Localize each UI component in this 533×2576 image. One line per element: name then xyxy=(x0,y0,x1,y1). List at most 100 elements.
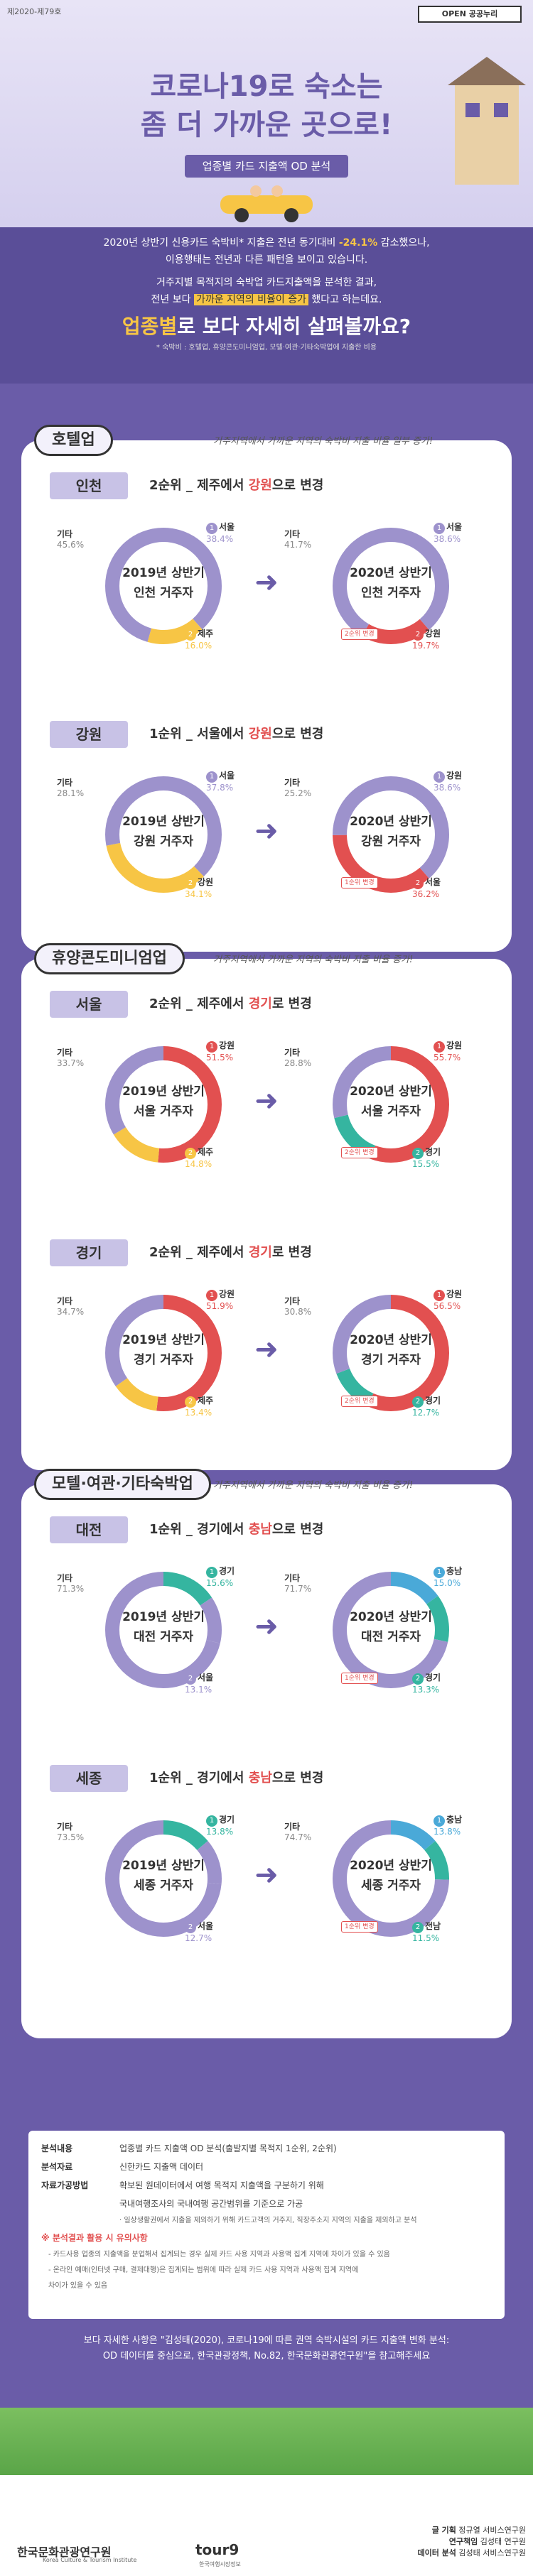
donut-chart: 2020년 상반기 서울 거주자 1 강원 55.7% 2 경기 15.5% 기타 28.8% 2순… xyxy=(284,1040,462,1169)
donut-center-label: 2019년 상반기 경기 거주자 xyxy=(122,1333,205,1367)
donut-center-label: 2020년 상반기 강원 거주자 xyxy=(350,815,432,849)
donut-value-label: 2 제주 16.0% xyxy=(185,629,214,651)
donut-center-label: 2020년 상반기 인천 거주자 xyxy=(350,566,432,600)
open-license-badge: OPEN 공공누리 xyxy=(418,6,522,23)
donut-slice xyxy=(333,1572,449,1688)
city-header: 인천 2순위 _ 제주에서 강원으로 변경 xyxy=(50,472,483,499)
donut-slice xyxy=(105,1046,222,1163)
donut-value-label: 2 경기 13.3% xyxy=(412,1673,441,1695)
donut-value-label: 기타 45.6% xyxy=(57,529,85,550)
industry-note: 거주지역에서 가까운 지역의 숙박비 지출 비율 증가! xyxy=(213,955,414,965)
donut-value-label: 1 경기 15.6% xyxy=(206,1566,235,1588)
industry-tag: 호텔업 xyxy=(34,425,113,456)
right-arrow-icon: ➜ xyxy=(254,1859,279,1891)
kcti-logo: 한국문화관광연구원 xyxy=(17,2545,112,2559)
donut-slice xyxy=(105,528,222,644)
donut-chart: 2019년 상반기 강원 거주자 1 서울 37.8% 2 강원 34.1% 기타 28.1% xyxy=(57,771,235,899)
donut-value-label: 2 제주 13.4% xyxy=(185,1396,214,1418)
donut-value-label: 1 강원 56.5% xyxy=(434,1289,463,1311)
donut-chart: 2020년 상반기 인천 거주자 1 서울 38.6% 2 강원 19.7% 기타 41.7% 2순… xyxy=(284,522,462,651)
tour9-sub: 한국여행시장정보 xyxy=(199,2561,241,2567)
right-arrow-icon: ➜ xyxy=(254,1333,279,1366)
donut-slice xyxy=(105,528,222,644)
donut-slice xyxy=(105,1820,222,1937)
donut-value-label: 기타 33.7% xyxy=(57,1048,85,1068)
donut-value-label: 1 경기 13.8% xyxy=(206,1815,235,1837)
industry-tag: 모텔·여관·기타숙박업 xyxy=(34,1469,211,1500)
donut-value-label: 1 강원 51.5% xyxy=(206,1040,235,1063)
donut-value-label: 1 서울 37.8% xyxy=(206,771,235,793)
donut-slice xyxy=(333,528,449,644)
donut-center-label: 2019년 상반기 인천 거주자 xyxy=(122,566,205,600)
donut-slice xyxy=(105,776,222,893)
intro-block: 2020년 상반기 신용카드 숙박비* 지출은 전년 동기대비 -24.1% 감… xyxy=(0,227,533,384)
donut-chart: 2020년 상반기 강원 거주자 1 강원 38.6% 2 서울 36.2% 기타 25.2% 1순… xyxy=(284,771,462,899)
rank-change-chip: 1순위 변경 xyxy=(341,877,378,888)
donut-center-label: 2019년 상반기 서울 거주자 xyxy=(122,1085,205,1119)
right-arrow-icon: ➜ xyxy=(254,566,279,599)
donut-value-label: 1 강원 38.6% xyxy=(434,771,463,793)
tour9-logo: tour9 xyxy=(195,2541,239,2558)
industry-tag: 휴양콘도미니엄업 xyxy=(34,943,185,974)
donut-value-label: 2 강원 34.1% xyxy=(185,877,214,899)
donut-center-label: 2020년 상반기 세종 거주자 xyxy=(350,1859,432,1893)
donut-slice xyxy=(333,1295,449,1411)
industry-section xyxy=(21,1484,512,2038)
donut-value-label: 1 충남 15.0% xyxy=(434,1566,463,1588)
donut-value-label: 기타 25.2% xyxy=(284,778,312,798)
donut-value-label: 2 경기 12.7% xyxy=(412,1396,441,1418)
donut-slice xyxy=(333,776,449,893)
donut-slice xyxy=(333,1572,449,1688)
donut-chart: 2019년 상반기 서울 거주자 1 강원 51.5% 2 제주 14.8% 기타 33.7% xyxy=(57,1040,235,1169)
donut-slice xyxy=(105,1572,222,1688)
hero-subtitle: 업종별 카드 지출액 OD 분석 xyxy=(185,155,348,178)
donut-chart: 2019년 상반기 인천 거주자 1 서울 38.4% 2 제주 16.0% 기타 45.6% xyxy=(57,522,235,651)
donut-center-label: 2020년 상반기 대전 거주자 xyxy=(350,1610,432,1644)
right-arrow-icon: ➜ xyxy=(254,815,279,847)
donut-chart: 2020년 상반기 대전 거주자 1 충남 15.0% 2 경기 13.3% 기타 71.7% 1순… xyxy=(284,1566,462,1695)
donut-slice xyxy=(105,1572,222,1688)
rank-change-chip: 2순위 변경 xyxy=(341,1396,378,1407)
donut-center-label: 2019년 상반기 대전 거주자 xyxy=(122,1610,205,1644)
donut-slice xyxy=(333,1820,449,1937)
right-arrow-icon: ➜ xyxy=(254,1085,279,1117)
kcti-logo-en: Korea Culture & Tourism Institute xyxy=(43,2557,137,2563)
donut-chart: 2019년 상반기 대전 거주자 1 경기 15.6% 2 서울 13.1% 기타 71.3% xyxy=(57,1566,235,1695)
donut-value-label: 2 서울 12.7% xyxy=(185,1921,214,1943)
right-arrow-icon: ➜ xyxy=(254,1610,279,1643)
donut-value-label: 기타 74.7% xyxy=(284,1822,312,1842)
donut-slice xyxy=(333,528,449,644)
donut-chart: 2020년 상반기 세종 거주자 1 충남 13.8% 2 전남 11.5% 기타 74.7% 1순… xyxy=(284,1815,462,1943)
donut-chart: 2019년 상반기 세종 거주자 1 경기 13.8% 2 서울 12.7% 기타 73.5% xyxy=(57,1815,235,1943)
rank-change-chip: 1순위 변경 xyxy=(341,1673,378,1684)
rank-change-chip: 1순위 변경 xyxy=(341,1921,378,1933)
rank-change-chip: 2순위 변경 xyxy=(341,629,378,640)
house-illustration xyxy=(448,57,526,185)
industry-note: 거주지역에서 가까운 지역의 숙박비 지출 비율 일부 증가! xyxy=(213,436,434,447)
donut-center-label: 2020년 상반기 경기 거주자 xyxy=(350,1333,432,1367)
city-header: 강원 1순위 _ 서울에서 강원으로 변경 xyxy=(50,721,483,748)
footer-landscape xyxy=(0,2408,533,2576)
donut-value-label: 기타 41.7% xyxy=(284,529,312,550)
donut-value-label: 기타 28.8% xyxy=(284,1048,312,1068)
donut-slice xyxy=(105,1820,222,1937)
city-header: 서울 2순위 _ 제주에서 경기로 변경 xyxy=(50,991,483,1018)
credits: 글 기획 정규열 서비스연구원 연구책임 김성태 연구원 데이터 분석 김성태 … xyxy=(417,2526,526,2558)
donut-slice xyxy=(333,1046,449,1163)
donut-value-label: 기타 28.1% xyxy=(57,778,85,798)
industry-note: 거주지역에서 가까운 지역의 숙박비 지출 비율 증가! xyxy=(213,1480,414,1491)
rank-change-chip: 2순위 변경 xyxy=(341,1147,378,1158)
donut-center-label: 2019년 상반기 강원 거주자 xyxy=(122,815,205,849)
donut-value-label: 기타 30.8% xyxy=(284,1296,312,1317)
donut-value-label: 기타 73.5% xyxy=(57,1822,85,1842)
donut-slice xyxy=(105,1295,222,1411)
donut-chart: 2019년 상반기 경기 거주자 1 강원 51.9% 2 제주 13.4% 기타 34.7% xyxy=(57,1289,235,1418)
donut-value-label: 1 서울 38.6% xyxy=(434,522,463,544)
reference-note: 보다 자세한 사항은 "김성태(2020), 코로나19에 따른 권역 숙박시설… xyxy=(83,2335,450,2362)
car-illustration xyxy=(220,185,313,222)
hero-title: 코로나19로 숙소는 좀 더 가까운 곳으로! xyxy=(140,70,393,141)
donut-center-label: 2019년 상반기 세종 거주자 xyxy=(122,1859,205,1893)
donut-value-label: 1 서울 38.4% xyxy=(206,522,235,544)
donut-value-label: 기타 71.3% xyxy=(57,1573,85,1594)
donut-chart: 2020년 상반기 경기 거주자 1 강원 56.5% 2 경기 12.7% 기타 30.8% 2순… xyxy=(284,1289,462,1418)
